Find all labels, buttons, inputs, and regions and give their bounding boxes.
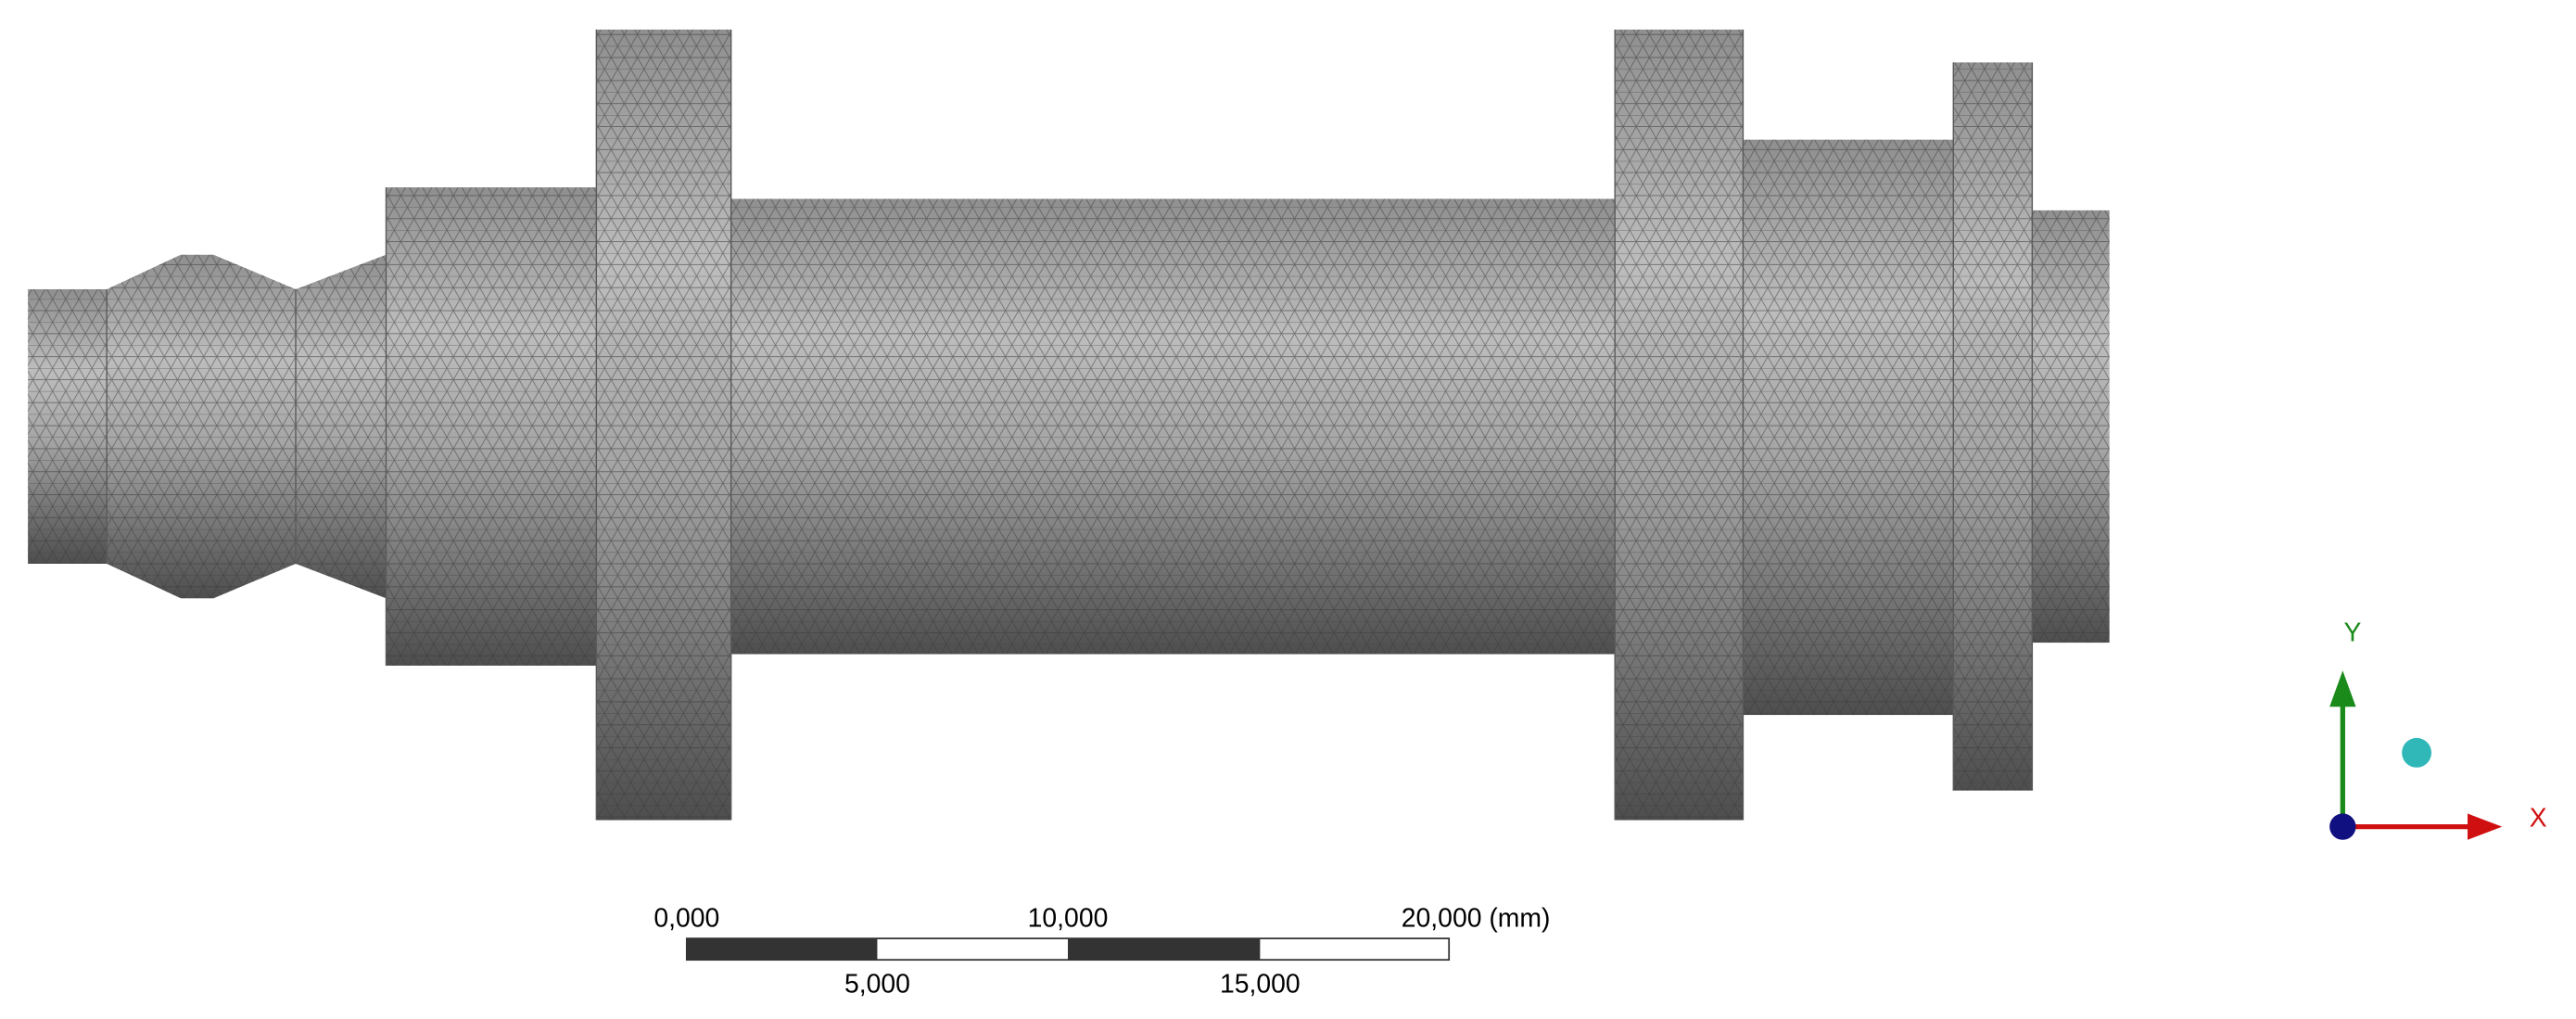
scale-bar: 0,000 10,000 20,000 (mm) 5,000 15,000 bbox=[654, 904, 1550, 1000]
scale-label: 10,000 bbox=[1028, 904, 1109, 934]
scale-label: 15,000 bbox=[1220, 970, 1301, 1000]
scale-label: 0,000 bbox=[654, 904, 719, 934]
scale-label: 5,000 bbox=[844, 970, 910, 1000]
scale-label: 20,000 (mm) bbox=[1402, 904, 1551, 934]
y-axis-label: Y bbox=[2344, 618, 2362, 647]
axis-triad: Y X bbox=[2329, 618, 2547, 840]
mesh-model bbox=[28, 29, 2110, 821]
x-axis-label: X bbox=[2530, 804, 2547, 834]
